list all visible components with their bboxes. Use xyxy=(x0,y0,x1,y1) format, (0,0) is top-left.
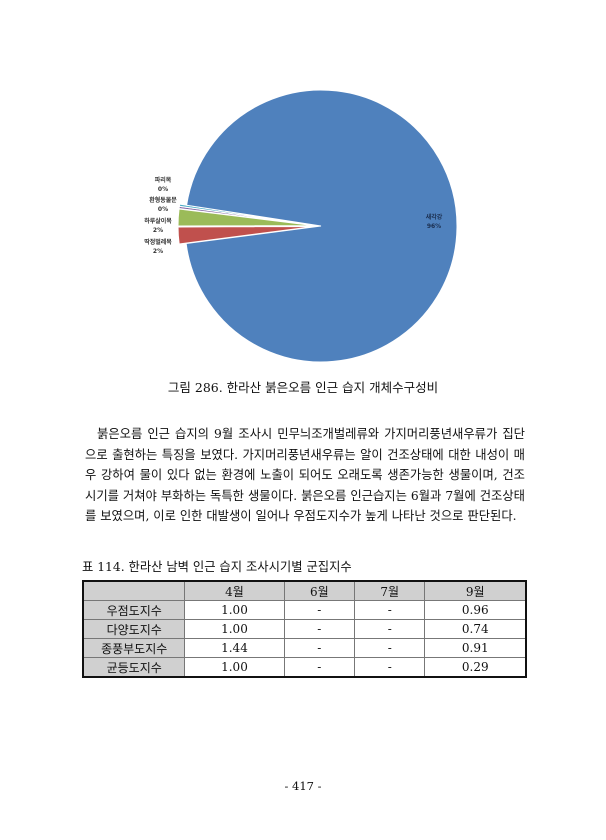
header-cell: 6월 xyxy=(283,580,356,601)
row-label: 균등도지수 xyxy=(82,657,186,678)
slice-label: 환형동물문 0% xyxy=(149,197,177,213)
body-paragraph: 붉은오름 인근 습지의 9월 조사시 민무늬조개벌레류와 가지머리풍년새우류가 … xyxy=(85,427,525,524)
slice-label: 하루살이목 2% xyxy=(144,218,172,234)
cell: - xyxy=(283,657,356,678)
table-row: 우점도지수 1.00 - - 0.96 xyxy=(82,600,527,620)
slice-label: 파리목 0% xyxy=(154,177,172,193)
page-number: - 417 - xyxy=(284,779,322,793)
table-row: 다양도지수 1.00 - - 0.74 xyxy=(82,619,527,639)
header-cell xyxy=(82,580,186,601)
row-label: 다양도지수 xyxy=(82,619,186,639)
header-cell: 4월 xyxy=(184,580,285,601)
table-row: 종풍부도지수 1.44 - - 0.91 xyxy=(82,638,527,658)
row-label: 우점도지수 xyxy=(82,600,186,620)
row-label: 종풍부도지수 xyxy=(82,638,186,658)
figure-caption: 그림 286. 한라산 붉은오름 인근 습지 개체수구성비 xyxy=(167,380,439,395)
cell: - xyxy=(283,600,356,620)
cell: - xyxy=(283,619,356,639)
cell: 1.00 xyxy=(184,657,285,678)
cell: - xyxy=(354,638,426,658)
cell: 1.44 xyxy=(184,638,285,658)
slice-label: 새각강 96% xyxy=(425,214,443,230)
pie-slice xyxy=(185,89,458,363)
cell: 1.00 xyxy=(184,619,285,639)
table-row: 균등도지수 1.00 - - 0.29 xyxy=(82,657,527,678)
cell: 0.91 xyxy=(424,638,527,658)
table-caption: 표 114. 한라산 남벽 인근 습지 조사시기별 군집지수 xyxy=(82,560,352,574)
cell: 1.00 xyxy=(184,600,285,620)
table-header-row: 4월 6월 7월 9월 xyxy=(82,580,527,601)
cell: - xyxy=(354,657,426,678)
cell: 0.96 xyxy=(424,600,527,620)
cell: - xyxy=(354,619,426,639)
pie-chart xyxy=(177,89,458,363)
cell: 0.74 xyxy=(424,619,527,639)
slice-label: 딱정벌레목 2% xyxy=(144,239,172,255)
index-table: 4월 6월 7월 9월 우점도지수 1.00 - - 0.96 다양도지수 1.… xyxy=(82,580,527,678)
header-cell: 9월 xyxy=(424,580,527,601)
pie-slice xyxy=(177,208,315,227)
header-cell: 7월 xyxy=(354,580,426,601)
cell: 0.29 xyxy=(424,657,527,678)
cell: - xyxy=(283,638,356,658)
cell: - xyxy=(354,600,426,620)
